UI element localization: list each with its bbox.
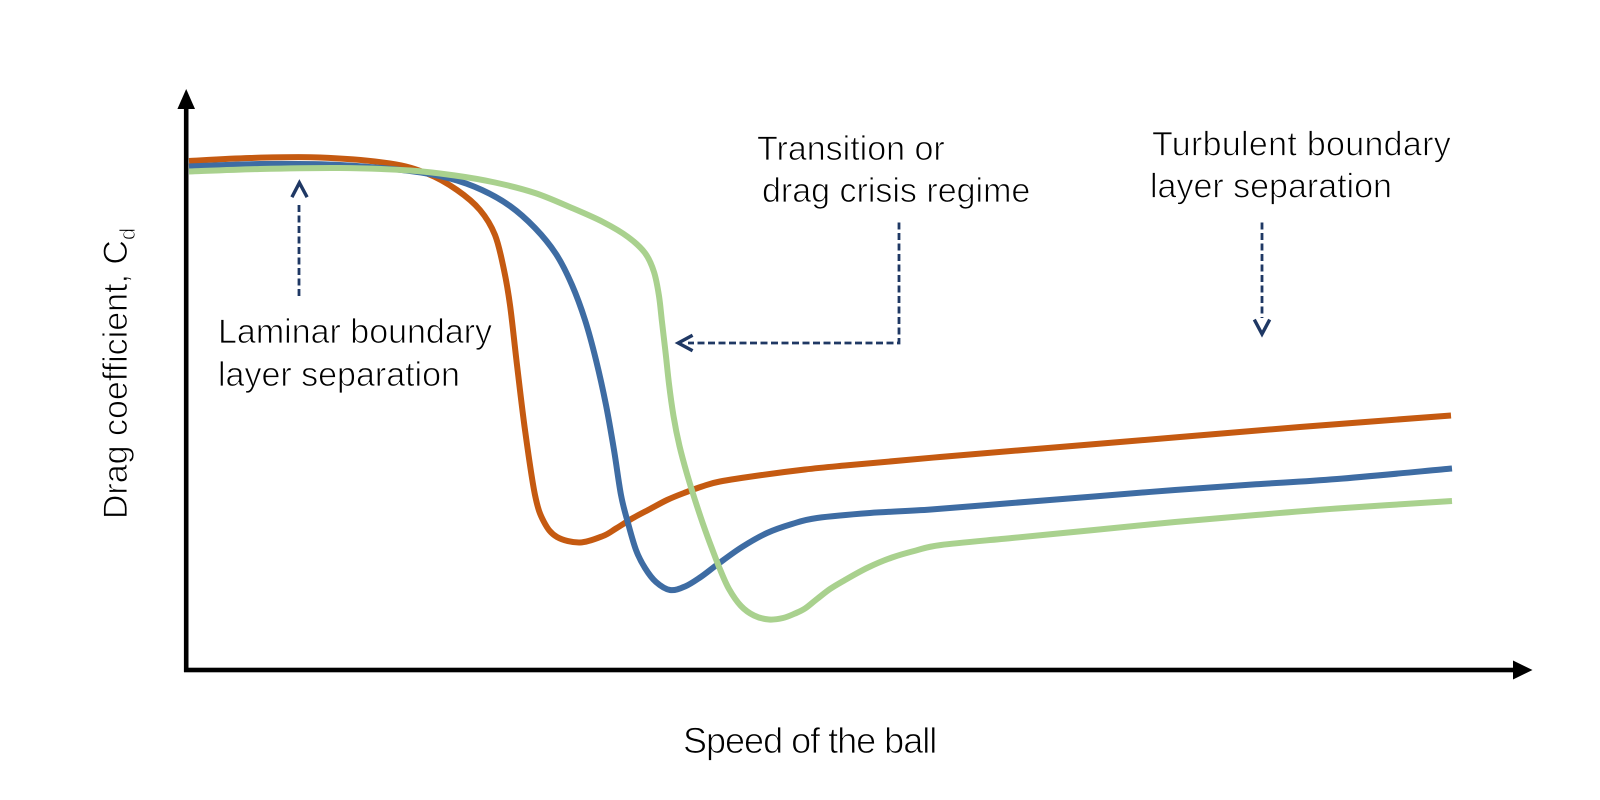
svg-text:Laminar boundary: Laminar boundary: [218, 313, 492, 351]
svg-text:Speed of the ball: Speed of the ball: [683, 720, 936, 761]
svg-text:layer separation: layer separation: [1150, 168, 1392, 206]
svg-text:Transition or: Transition or: [757, 130, 945, 168]
svg-text:Drag coefficient, Cd: Drag coefficient, Cd: [97, 228, 140, 519]
svg-text:Turbulent boundary: Turbulent boundary: [1152, 126, 1451, 164]
svg-text:drag crisis regime: drag crisis regime: [762, 172, 1030, 210]
svg-text:layer separation: layer separation: [218, 356, 460, 394]
